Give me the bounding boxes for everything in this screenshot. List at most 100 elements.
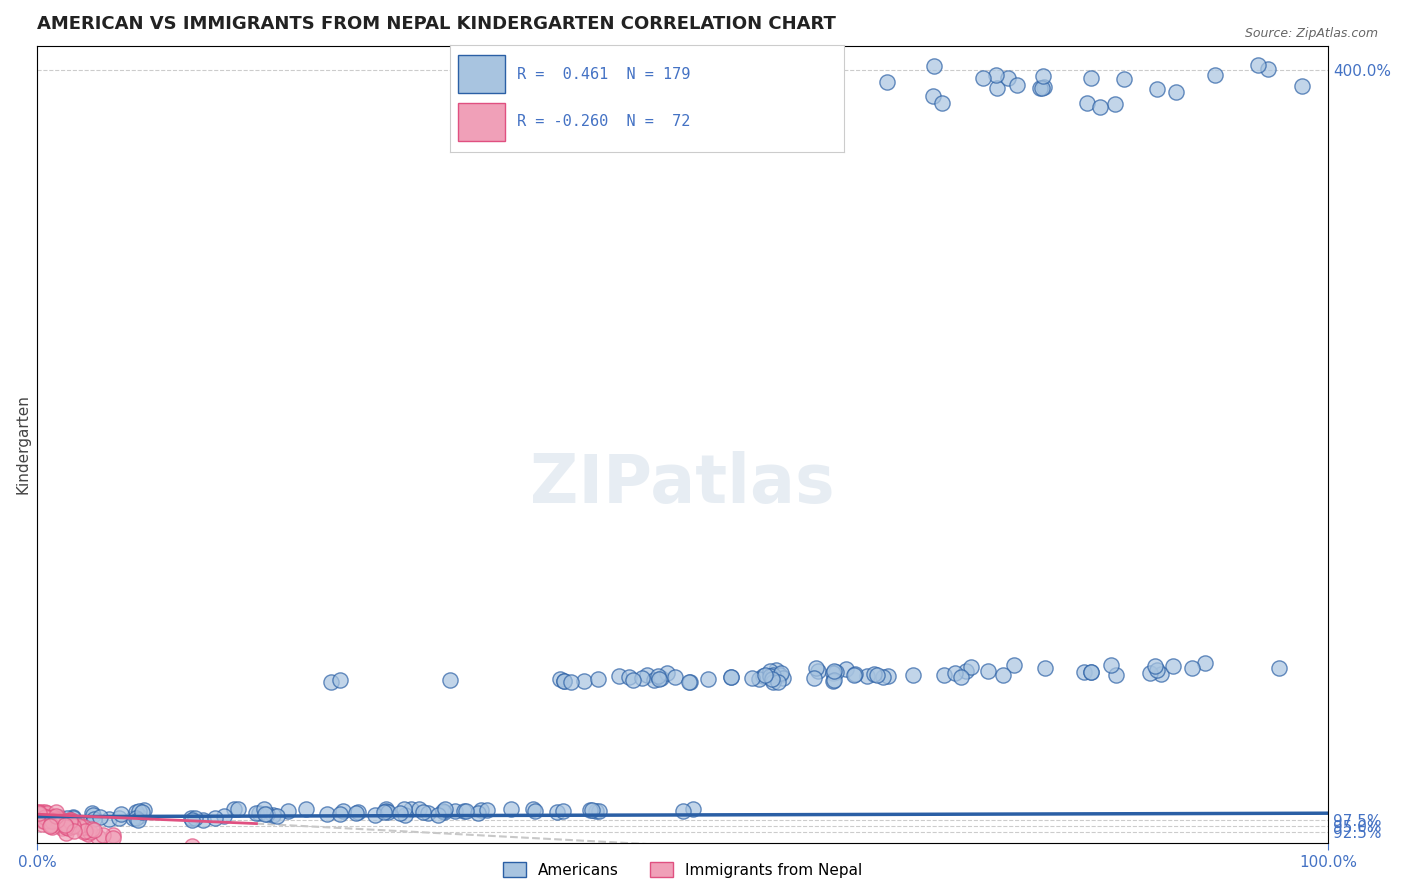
Point bbox=[55, 814, 77, 829]
Point bbox=[38, 814, 60, 828]
Point bbox=[35, 811, 58, 825]
Point bbox=[28, 805, 51, 820]
Point bbox=[470, 803, 492, 817]
Point bbox=[59, 814, 82, 828]
Point bbox=[1080, 665, 1102, 679]
Point bbox=[180, 814, 202, 828]
Point bbox=[921, 89, 943, 103]
Point bbox=[53, 818, 76, 832]
Point bbox=[42, 814, 65, 828]
Point bbox=[364, 807, 387, 822]
Point bbox=[1002, 658, 1025, 673]
Point bbox=[664, 670, 686, 684]
Point bbox=[184, 811, 207, 825]
Point bbox=[46, 818, 69, 832]
Point bbox=[607, 669, 630, 683]
Point bbox=[1073, 665, 1095, 680]
Point bbox=[180, 838, 202, 853]
Point bbox=[374, 802, 396, 816]
Point bbox=[1247, 58, 1270, 72]
Y-axis label: Kindergarten: Kindergarten bbox=[15, 394, 30, 494]
Point bbox=[1143, 659, 1166, 673]
Point bbox=[31, 805, 53, 820]
Point bbox=[697, 672, 720, 686]
Point bbox=[25, 809, 48, 823]
Point bbox=[79, 825, 101, 839]
Point bbox=[34, 812, 56, 826]
Point bbox=[650, 671, 672, 685]
Point bbox=[399, 802, 422, 816]
Point bbox=[523, 804, 546, 818]
Point bbox=[588, 672, 610, 686]
Text: R = -0.260  N =  72: R = -0.260 N = 72 bbox=[517, 114, 690, 129]
Point bbox=[45, 805, 67, 820]
Point bbox=[934, 668, 956, 682]
Point bbox=[678, 675, 700, 690]
Point bbox=[418, 805, 440, 820]
Point bbox=[55, 816, 77, 830]
Point bbox=[1163, 659, 1185, 673]
Point bbox=[977, 664, 1000, 678]
Point bbox=[329, 806, 352, 821]
Point bbox=[432, 804, 454, 818]
Point bbox=[548, 672, 571, 686]
Point bbox=[769, 668, 792, 682]
Point bbox=[672, 804, 695, 818]
Point bbox=[1194, 657, 1216, 671]
Point bbox=[636, 667, 658, 681]
Point bbox=[426, 807, 449, 822]
Point bbox=[193, 813, 215, 827]
Point bbox=[1149, 666, 1171, 681]
Point bbox=[32, 814, 55, 828]
Point bbox=[69, 817, 91, 831]
Point bbox=[972, 70, 994, 85]
Point bbox=[1181, 661, 1204, 675]
Point bbox=[377, 805, 399, 820]
Point bbox=[769, 666, 792, 681]
Point bbox=[62, 819, 84, 833]
Point bbox=[1105, 667, 1128, 681]
Point bbox=[204, 812, 226, 826]
Point bbox=[32, 811, 55, 825]
Point bbox=[332, 804, 354, 818]
Point bbox=[45, 813, 67, 827]
Point bbox=[37, 806, 59, 821]
Point bbox=[1291, 78, 1313, 93]
Point bbox=[55, 817, 77, 831]
Point bbox=[56, 811, 79, 825]
Point bbox=[823, 665, 845, 679]
Point bbox=[31, 817, 53, 831]
Point bbox=[806, 665, 828, 679]
Point bbox=[134, 803, 156, 817]
Point bbox=[52, 816, 75, 830]
Point bbox=[1076, 95, 1098, 110]
Point bbox=[551, 804, 574, 818]
Point bbox=[82, 808, 104, 822]
Point bbox=[572, 674, 595, 689]
Point bbox=[1164, 85, 1187, 99]
Point bbox=[617, 670, 640, 684]
Point bbox=[1114, 71, 1136, 86]
Point bbox=[128, 804, 150, 818]
Point bbox=[1080, 71, 1102, 86]
Point bbox=[49, 812, 72, 826]
Point bbox=[41, 818, 63, 832]
Point bbox=[720, 670, 742, 684]
Point bbox=[388, 805, 411, 820]
Point bbox=[103, 829, 125, 843]
Point bbox=[45, 811, 67, 825]
Point bbox=[394, 807, 416, 822]
Point bbox=[630, 672, 652, 686]
Point bbox=[392, 802, 415, 816]
Point bbox=[678, 675, 700, 690]
Point bbox=[762, 674, 785, 689]
Text: AMERICAN VS IMMIGRANTS FROM NEPAL KINDERGARTEN CORRELATION CHART: AMERICAN VS IMMIGRANTS FROM NEPAL KINDER… bbox=[37, 15, 835, 33]
Point bbox=[127, 813, 149, 827]
Point bbox=[39, 813, 62, 827]
Point bbox=[39, 814, 62, 828]
Point bbox=[31, 808, 53, 822]
Point bbox=[475, 803, 498, 817]
Point bbox=[943, 665, 966, 680]
Point bbox=[499, 802, 522, 816]
Point bbox=[35, 807, 58, 822]
